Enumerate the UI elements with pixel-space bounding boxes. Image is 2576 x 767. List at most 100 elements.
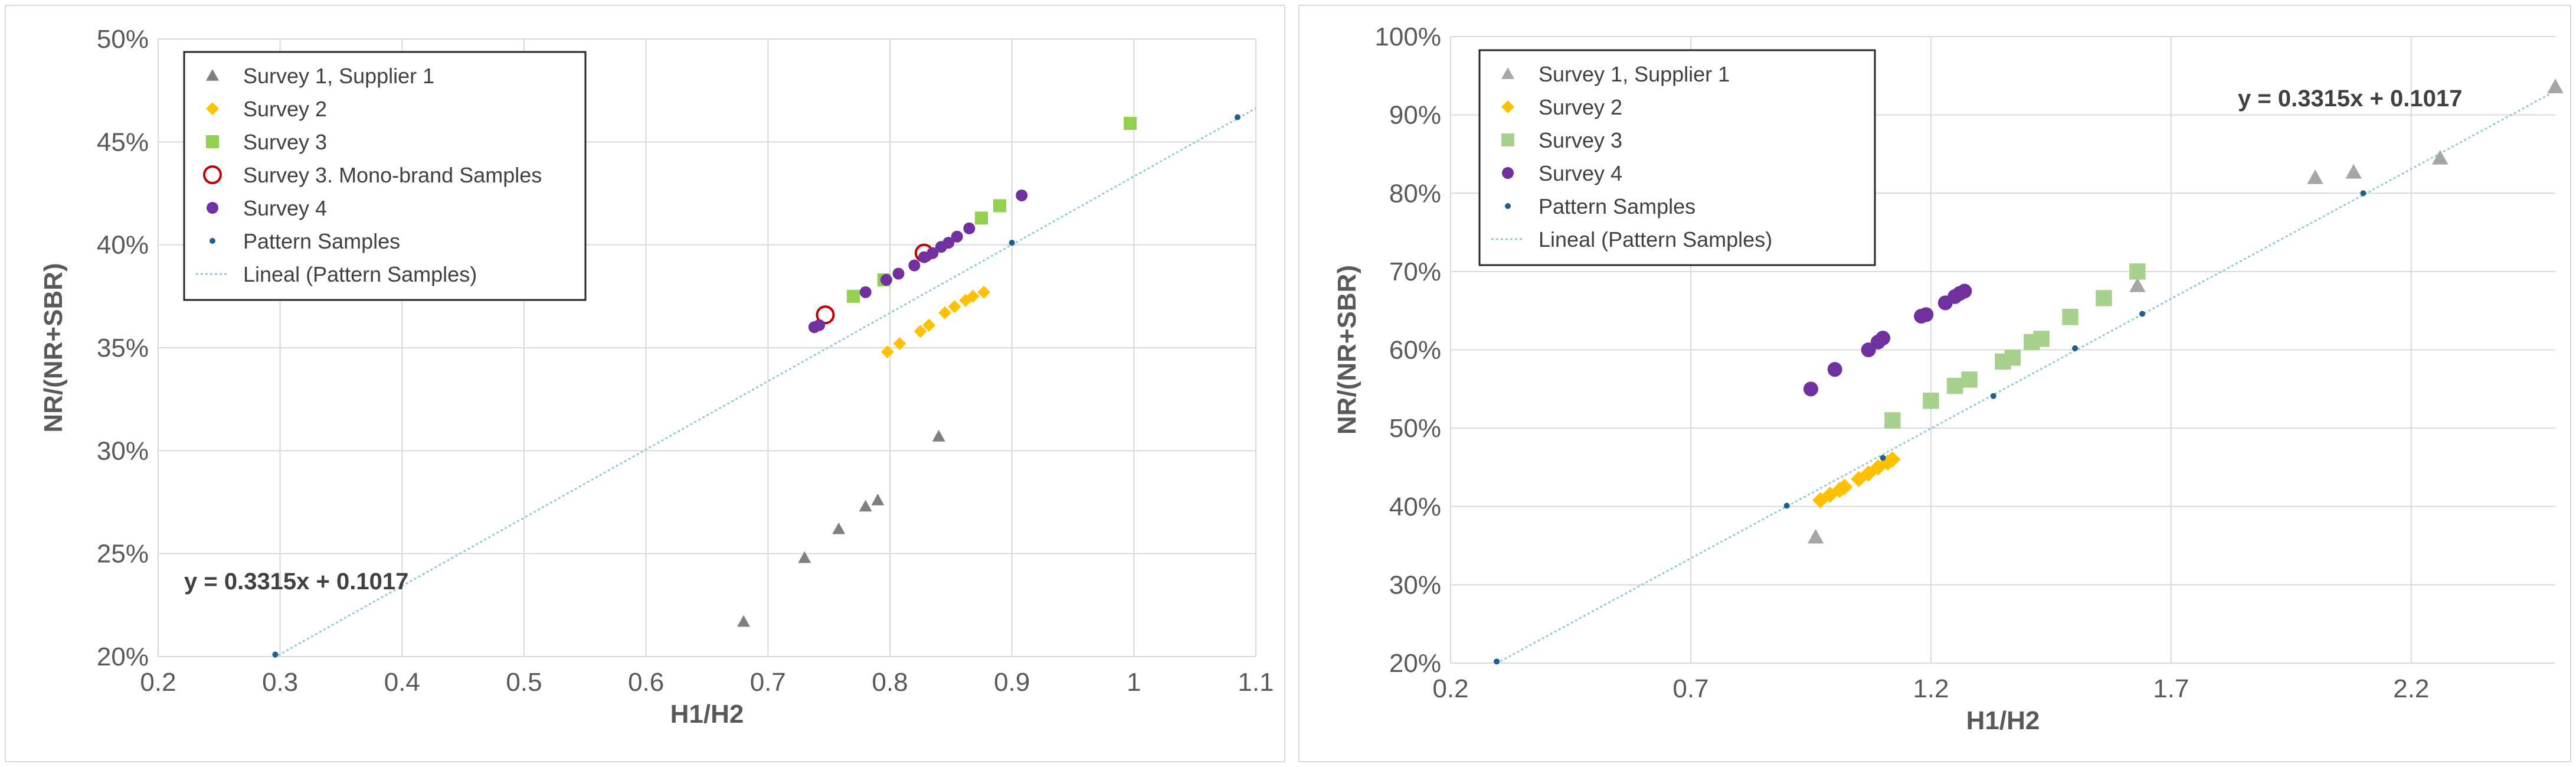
data-point — [798, 551, 811, 563]
y-tick-label: 35% — [97, 334, 149, 363]
data-point — [1957, 283, 1972, 299]
data-point — [737, 615, 750, 627]
x-axis-title: H1/H2 — [1966, 706, 2040, 735]
data-point — [963, 222, 976, 234]
legend-label: Survey 1, Supplier 1 — [243, 64, 434, 88]
legend-label: Survey 2 — [243, 97, 327, 121]
data-point — [1923, 392, 1939, 409]
data-point — [2431, 149, 2449, 165]
trendline — [1495, 90, 2556, 664]
data-point — [1860, 465, 1877, 482]
y-tick-label: 80% — [1389, 179, 1441, 208]
data-point — [859, 286, 872, 298]
data-point — [1016, 189, 1028, 201]
y-tick-label: 90% — [1389, 101, 1441, 130]
data-point — [908, 259, 921, 272]
data-point — [922, 318, 936, 332]
legend-label: Survey 4 — [243, 196, 327, 220]
y-tick-label: 40% — [97, 231, 149, 260]
data-point — [881, 345, 894, 358]
y-tick-label: 40% — [1389, 492, 1441, 521]
y-tick-label: 20% — [97, 642, 149, 671]
x-tick-label: 0.6 — [628, 668, 664, 697]
legend-label: Survey 1, Supplier 1 — [1539, 62, 1730, 86]
data-point — [2129, 277, 2146, 292]
x-tick-label: 1 — [1127, 668, 1141, 697]
legend-box — [183, 51, 587, 301]
data-point — [1884, 412, 1901, 429]
legend-marker — [206, 135, 219, 148]
data-point — [1884, 451, 1901, 468]
data-point — [1880, 455, 1886, 461]
data-point — [1812, 492, 1829, 508]
data-point — [1124, 116, 1137, 130]
x-tick-label: 1.7 — [2153, 674, 2189, 703]
data-point — [2096, 290, 2112, 306]
legend-marker — [203, 165, 222, 184]
y-axis-title: NR/(NR+SBR) — [39, 263, 68, 432]
data-point — [1494, 658, 1500, 665]
data-point — [932, 429, 945, 442]
data-point — [966, 289, 980, 303]
data-point — [2139, 311, 2146, 317]
trendline-equation: y = 0.3315x + 0.1017 — [2238, 86, 2462, 112]
data-point — [2345, 164, 2362, 179]
x-tick-label: 1.1 — [1238, 668, 1274, 697]
data-point — [813, 319, 826, 331]
x-tick-label: 0.3 — [262, 668, 298, 697]
trendline-equation: y = 0.3315x + 0.1017 — [184, 569, 408, 595]
data-point — [1961, 371, 1978, 388]
legend-marker — [1505, 203, 1511, 209]
data-point — [977, 285, 991, 299]
y-tick-label: 50% — [97, 25, 149, 54]
data-point — [975, 211, 988, 225]
y-tick-label: 30% — [1389, 570, 1441, 599]
x-axis-title: H1/H2 — [670, 700, 744, 729]
data-point — [1827, 362, 1842, 377]
data-point — [2360, 190, 2366, 197]
chart-panel-left: 0.2 0.3 0.4 0.5 0.6 0.7 0.8 0.9 1 1.1 20% 25% 30% 35%… — [5, 5, 1285, 762]
x-tick-label: 2.2 — [2393, 674, 2429, 703]
x-tick-label: 0.8 — [872, 668, 908, 697]
y-tick-label: 45% — [97, 128, 149, 156]
data-point — [1009, 240, 1015, 246]
data-point — [951, 230, 963, 243]
data-point — [993, 199, 1006, 213]
data-point — [938, 306, 951, 319]
data-point — [1836, 478, 1853, 495]
legend-marker — [1501, 100, 1514, 113]
legend-box — [1478, 49, 1876, 266]
y-axis-title: NR/(NR+SBR) — [1333, 265, 1361, 435]
chart-panel-right: 0.2 0.7 1.2 1.7 2.2 20% 30% 40% 50% 60% 70% 80% 90% 1… — [1298, 5, 2571, 762]
data-point — [871, 494, 885, 505]
y-tick-label: 25% — [97, 540, 149, 569]
x-tick-label: 0.5 — [506, 668, 542, 697]
data-point — [1919, 307, 1934, 322]
legend-marker — [206, 102, 219, 115]
legend-label: Lineal (Pattern Samples) — [1539, 227, 1772, 252]
data-point — [1990, 393, 1996, 399]
data-point — [1875, 331, 1891, 346]
data-point — [948, 300, 961, 314]
data-point — [272, 651, 279, 658]
data-point — [2307, 169, 2323, 184]
data-point — [1803, 381, 1818, 397]
data-point — [816, 305, 835, 325]
chart-right-svg: 0.2 0.7 1.2 1.7 2.2 20% 30% 40% 50% 60% 70% 80% 90% 1… — [1333, 22, 2564, 735]
x-tick-label: 0.7 — [750, 668, 786, 697]
legend-marker — [207, 202, 218, 214]
x-tick-label: 1.2 — [1913, 674, 1949, 703]
y-tick-label: 100% — [1374, 22, 1441, 51]
data-point — [2072, 345, 2079, 351]
y-tick-label: 60% — [1389, 336, 1441, 365]
data-point — [1235, 114, 1240, 120]
legend-label: Pattern Samples — [243, 229, 400, 253]
data-point — [880, 273, 892, 286]
data-point — [1851, 471, 1867, 488]
x-tick-label: 0.7 — [1672, 674, 1708, 703]
y-tick-label: 30% — [97, 436, 149, 465]
y-tick-label: 70% — [1389, 257, 1441, 286]
legend-label: Survey 3 — [243, 130, 327, 154]
legend-marker — [1501, 67, 1514, 79]
legend-label: Survey 3. Mono-brand Samples — [243, 163, 542, 187]
